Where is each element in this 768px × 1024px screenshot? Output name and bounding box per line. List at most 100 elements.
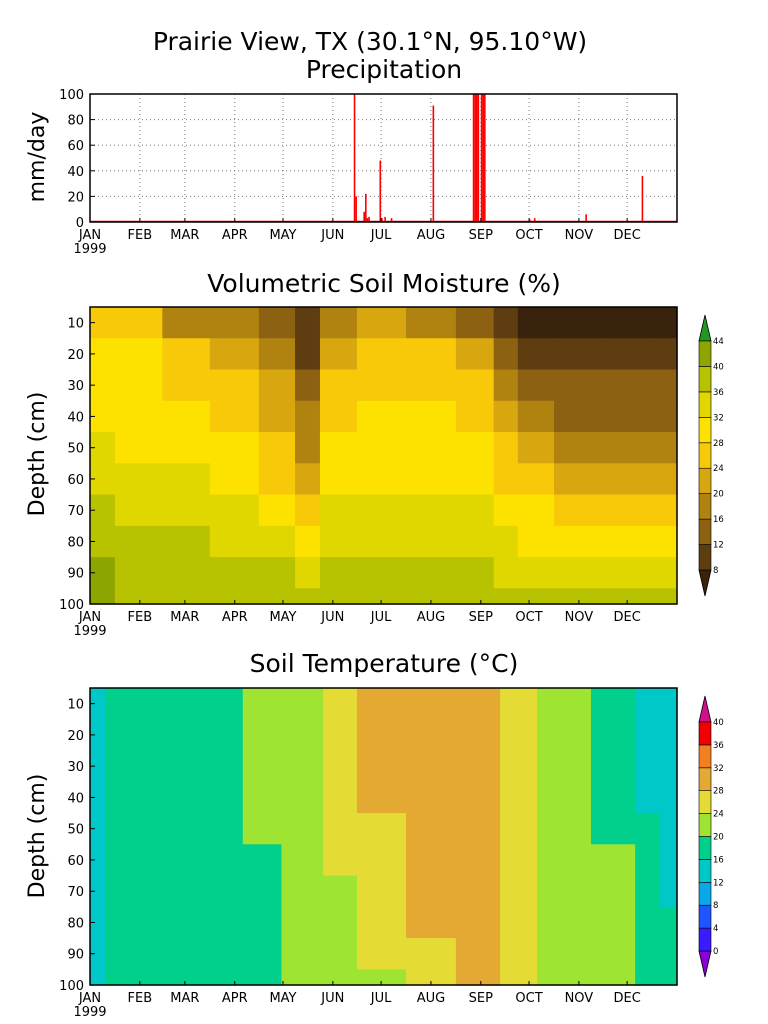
temperature-colorbar-swatch [698,859,712,883]
temperature-cell [537,813,592,845]
temperature-cell [635,719,661,752]
precip-bar [379,160,382,222]
temperature-cell [178,875,244,908]
moisture-cell [603,463,653,496]
moisture-cell [603,432,653,464]
temperature-cell [406,781,457,814]
moisture-cell [406,494,457,527]
temperature-cell [660,844,678,877]
temperature-cell [178,688,244,720]
moisture-cell [209,432,260,464]
temperature-colorbar-label: 12 [713,878,724,888]
temperature-cell [660,750,678,783]
moisture-cell [553,400,604,433]
moisture-cell [209,557,260,589]
temperature-cell [356,906,407,939]
temperature-cell [178,813,244,845]
temperature-colorbar-label: 4 [713,924,718,934]
temperature-colorbar-end-high [698,695,712,723]
temperature-cell [500,719,538,752]
moisture-cell [406,369,457,402]
moisture-colorbar-swatch [698,467,712,494]
temperature-cell [660,969,678,986]
moisture-cell [455,338,495,371]
moisture-cell [114,307,163,339]
temperature-cell [635,813,661,845]
moisture-cell [652,400,678,433]
temperature-cell [242,938,282,970]
moisture-cell [356,588,407,605]
precip-xtick-label-apr: APR [222,228,248,243]
moisture-cell [652,307,678,339]
moisture-cell [356,338,407,371]
temperature-cell [635,750,661,783]
precip-bar [533,218,536,222]
moisture-cell [162,307,211,339]
moisture-cell [603,307,653,339]
moisture-cell [356,307,407,339]
temperature-cell [323,969,358,986]
moisture-cell [652,338,678,371]
moisture-cell [517,307,555,339]
moisture-cell [652,588,678,605]
moisture-colorbar-label: 20 [713,490,724,500]
moisture-cell [493,557,519,589]
moisture-colorbar-label: 16 [713,515,724,525]
moisture-cell [553,369,604,402]
temperature-colorbar-swatch [698,904,712,929]
temperature-ytick-label: 30 [67,760,84,775]
moisture-cell [258,400,296,433]
moisture-colorbar-swatch [698,417,712,444]
temperature-ytick-label: 10 [67,698,84,713]
temperature-cell [500,750,538,783]
moisture-ytick-label: 50 [67,442,84,457]
moisture-cell [517,400,555,433]
moisture-cell [553,557,604,589]
precip-bar [529,219,531,222]
moisture-cell [517,463,555,496]
moisture-cell [319,432,358,464]
temperature-cell [500,844,538,877]
temperature-ytick-label: 80 [67,916,84,931]
precip-bar [480,94,483,222]
temperature-colorbar-label: 24 [713,810,724,820]
temperature-cell [242,750,282,783]
temperature-xtick-label-nov: NOV [565,991,594,1006]
temperature-cell [660,813,678,845]
moisture-colorbar-end-high [698,314,712,342]
moisture-cell [209,588,260,605]
moisture-cell [114,525,163,558]
moisture-ytick-label: 20 [67,348,84,363]
moisture-xtick-label-sep: SEP [469,610,493,625]
moisture-cell [553,463,604,496]
temperature-cell [90,719,106,752]
temperature-cell [406,813,457,845]
temperature-cell [590,750,636,783]
temperature-colorbar-label: 20 [713,833,724,843]
temperature-cell [660,719,678,752]
precip-xtick-label-may: MAY [269,228,296,243]
temperature-xtick-label-jul: JUL [370,991,392,1006]
temperature-cell [500,813,538,845]
temperature-cell [323,938,358,970]
moisture-cell [356,432,407,464]
moisture-cell [652,557,678,589]
temperature-cell [590,844,636,877]
temperature-cell [635,688,661,720]
temperature-cell [635,781,661,814]
moisture-cell [319,400,358,433]
temperature-cell [500,938,538,970]
precipitation-chart: 0 20 40 60 80 100 JAN FEB MAR APR MAY JUN JUL AUG SEP O… [59,88,678,257]
moisture-cell [209,307,260,339]
moisture-colorbar-label: 28 [713,439,724,449]
temperature-cell [406,938,457,970]
precip-bar [474,94,476,222]
moisture-ytick-label: 10 [67,317,84,332]
moisture-cell [258,307,296,339]
temperature-cell [90,781,106,814]
precip-ytick-label: 60 [67,139,84,154]
precip-xtick-label-sep: SEP [469,228,493,243]
precip-bar [585,214,587,222]
temperature-cell [500,688,538,720]
moisture-cell [652,494,678,527]
